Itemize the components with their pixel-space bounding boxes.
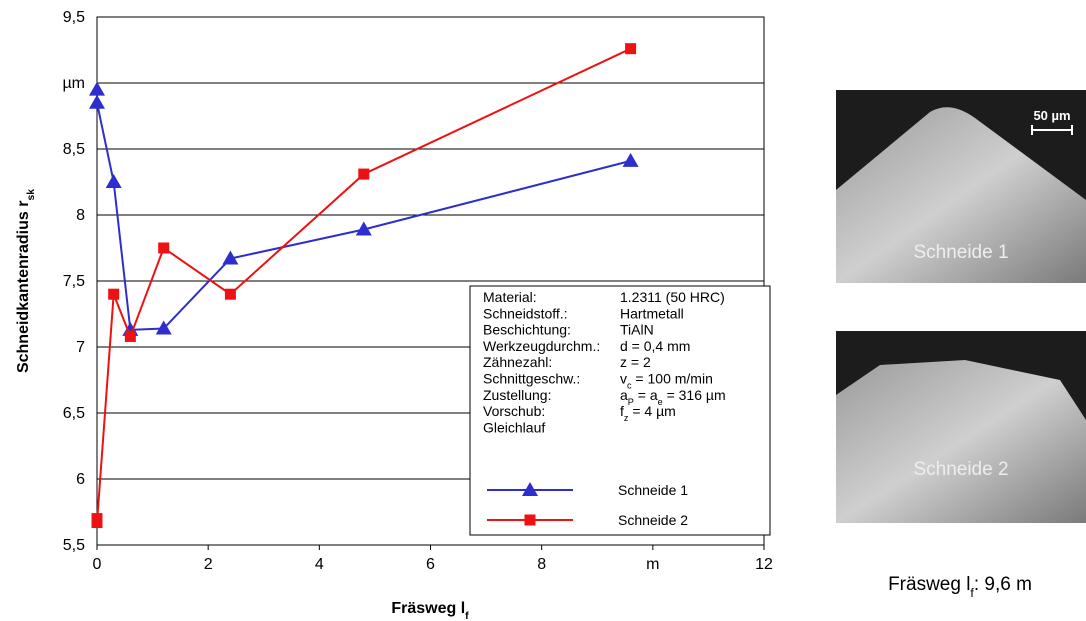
info-label: Schneidstoff.:: [483, 305, 568, 321]
sem-image-2: [836, 331, 1086, 523]
y-tick-label: 6,5: [63, 405, 85, 422]
image-label: Schneide 1: [913, 242, 1008, 263]
x-tick-label: m: [646, 556, 659, 573]
info-value-part: = 4 µm: [628, 403, 675, 419]
marker: [91, 517, 103, 529]
x-axis-title-part: Fräsweg l: [391, 600, 465, 617]
info-label: Zähnezahl:: [483, 354, 552, 370]
info-value: aP = ae = 316 µm: [620, 387, 726, 407]
y-tick-label: 7,5: [63, 273, 85, 290]
x-tick-label: 2: [204, 556, 213, 573]
info-label: Gleichlauf: [483, 419, 545, 435]
legend-box: [469, 285, 771, 536]
info-value-part: z: [624, 413, 629, 423]
y-axis-title-part: sk: [26, 189, 37, 201]
info-value-part: 1.2311 (50 HRC): [620, 289, 725, 305]
y-tick-label: 6: [76, 471, 85, 488]
y-axis-title-part: Schneidkantenradius r: [15, 201, 32, 374]
y-tick-label: 8: [76, 207, 85, 224]
info-value: z = 2: [620, 354, 651, 370]
image-caption-part: Fräsweg l: [888, 574, 970, 595]
info-value-part: TiAlN: [620, 322, 654, 338]
info-label: Schnittgeschw.:: [483, 371, 580, 387]
info-value-part: e: [658, 397, 663, 407]
info-value: TiAlN: [620, 322, 654, 338]
info-label: Zustellung:: [483, 387, 551, 403]
marker: [224, 288, 236, 300]
info-value-part: d = 0,4 mm: [620, 338, 690, 354]
marker: [222, 250, 239, 265]
marker: [358, 168, 370, 180]
x-axis-title: Fräsweg lf: [391, 600, 469, 621]
x-tick-label: 4: [315, 556, 324, 573]
marker: [108, 288, 120, 300]
info-value: d = 0,4 mm: [620, 338, 690, 354]
marker: [89, 81, 105, 96]
series-line: [96, 47, 632, 523]
y-tick-label: 8,5: [63, 141, 85, 158]
info-value-part: = a: [634, 387, 658, 403]
marker: [355, 221, 372, 236]
info-value-part: Hartmetall: [620, 305, 684, 321]
marker: [158, 242, 170, 254]
marker: [622, 152, 639, 167]
info-label: Material:: [483, 289, 537, 305]
image-label: Schneide 2: [913, 459, 1008, 480]
image-caption-part: : 9,6 m: [974, 574, 1032, 595]
y-tick-label: 5,5: [63, 537, 85, 554]
scale-bar-label: 50 µm: [1033, 108, 1070, 123]
info-value-part: P: [628, 397, 634, 407]
marker: [625, 43, 637, 55]
x-tick-label: 0: [93, 556, 102, 573]
info-value-part: c: [627, 381, 632, 391]
marker: [105, 174, 122, 188]
x-tick-label: 8: [537, 556, 546, 573]
series-line: [96, 89, 631, 331]
marker: [522, 482, 538, 496]
info-value: vc = 100 m/min: [620, 371, 713, 391]
sem-image-1: [836, 90, 1086, 283]
image-caption-part: f: [970, 586, 974, 600]
info-value-part: z = 2: [620, 354, 651, 370]
x-tick-label: 12: [755, 556, 773, 573]
marker: [155, 320, 172, 335]
marker: [524, 514, 536, 526]
info-value-part: a: [620, 387, 628, 403]
x-axis-title-part: f: [465, 611, 469, 621]
image-caption: Fräsweg lf: 9,6 m: [888, 574, 1032, 600]
info-value-part: = 316 µm: [663, 387, 726, 403]
marker: [89, 94, 105, 109]
info-value: 1.2311 (50 HRC): [620, 289, 725, 305]
info-value-part: v: [620, 371, 627, 387]
info-value-part: f: [620, 403, 624, 419]
x-tick-label: 6: [426, 556, 435, 573]
info-label: Beschichtung:: [483, 322, 571, 338]
info-label: Vorschub:: [483, 403, 545, 419]
info-label: Werkzeugdurchm.:: [483, 338, 600, 354]
y-tick-label: 9,5: [63, 9, 85, 26]
legend-label: Schneide 2: [618, 512, 688, 528]
y-tick-label: µm: [62, 75, 85, 92]
marker: [124, 330, 136, 342]
y-tick-label: 7: [76, 339, 85, 356]
info-value: Hartmetall: [620, 305, 684, 321]
info-value-part: = 100 m/min: [632, 371, 713, 387]
info-value: fz = 4 µm: [620, 403, 676, 423]
legend-label: Schneide 1: [618, 482, 688, 498]
y-axis-title: Schneidkantenradius rsk: [15, 189, 37, 373]
